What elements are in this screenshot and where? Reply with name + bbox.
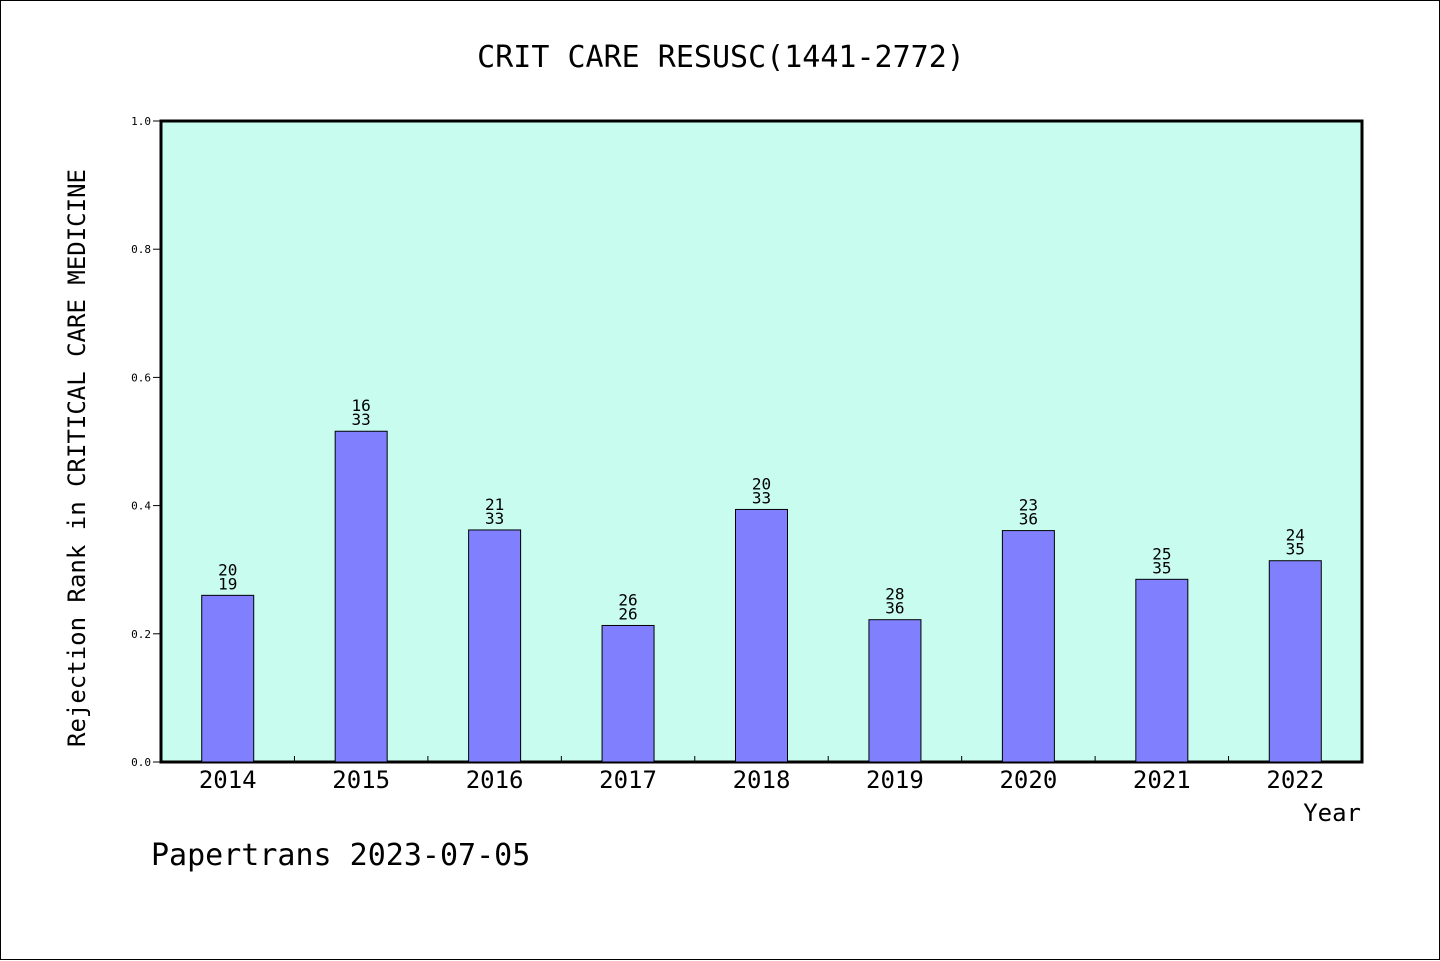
bar-label-bottom: 26	[618, 604, 637, 623]
x-tick-label: 2016	[466, 766, 524, 794]
bar-2016	[468, 529, 522, 763]
bar-label-top: 23	[1019, 496, 1038, 515]
y-tick-label: 1.0	[131, 115, 151, 128]
bar-2017	[601, 624, 655, 763]
bar-label-top: 21	[485, 495, 504, 514]
x-axis-label: Year	[1303, 799, 1361, 827]
bar-label-top: 20	[752, 474, 771, 493]
bar-label-top: 25	[1152, 544, 1171, 563]
x-tick-label: 2019	[866, 766, 924, 794]
bar-label-top: 26	[618, 590, 637, 609]
bar-label-bottom: 33	[485, 509, 504, 528]
bar-label-bottom: 36	[1019, 510, 1038, 529]
x-tick-label: 2021	[1133, 766, 1191, 794]
y-tick-label: 0.6	[131, 371, 151, 384]
footer-text: Papertrans 2023-07-05	[151, 838, 530, 873]
y-tick-label: 0.4	[131, 500, 151, 513]
y-tick-label: 0.2	[131, 628, 151, 641]
bar-label-top: 24	[1286, 526, 1305, 545]
y-tick-label: 0.0	[131, 756, 151, 769]
bar-label-top: 20	[218, 560, 237, 579]
bar-label-bottom: 36	[885, 599, 904, 618]
bar-2021	[1135, 578, 1189, 763]
chart-title: CRIT CARE RESUSC(1441-2772)	[477, 40, 965, 75]
bar-label-top: 16	[352, 396, 371, 415]
bar-2022	[1268, 560, 1322, 763]
y-axis-ticks: 0.0 0.2 0.4 0.6 0.8 1.0	[131, 115, 161, 769]
bar-label-top: 28	[885, 585, 904, 604]
x-axis-ticks: 2014 2015 2016 2017 2018 2019 2020 2021 2022	[199, 756, 1324, 794]
x-tick-label: 2014	[199, 766, 257, 794]
bar-label-bottom: 33	[352, 410, 371, 429]
bar-label-bottom: 35	[1286, 540, 1305, 559]
bar-2020	[1001, 530, 1055, 763]
x-tick-label: 2015	[332, 766, 390, 794]
bar-2015	[334, 430, 388, 763]
bar-label-bottom: 19	[218, 574, 237, 593]
bars-group	[201, 430, 1322, 763]
bar-label-bottom: 35	[1152, 558, 1171, 577]
bar-label-bottom: 33	[752, 488, 771, 507]
y-tick-label: 0.8	[131, 243, 151, 256]
x-tick-label: 2018	[733, 766, 791, 794]
bar-2014	[201, 594, 255, 763]
bar-2019	[868, 619, 922, 763]
y-axis-label: Rejection Rank in CRITICAL CARE MEDICINE	[63, 169, 91, 747]
x-tick-label: 2022	[1266, 766, 1324, 794]
x-tick-label: 2020	[999, 766, 1057, 794]
x-tick-label: 2017	[599, 766, 657, 794]
bar-2018	[735, 508, 788, 763]
